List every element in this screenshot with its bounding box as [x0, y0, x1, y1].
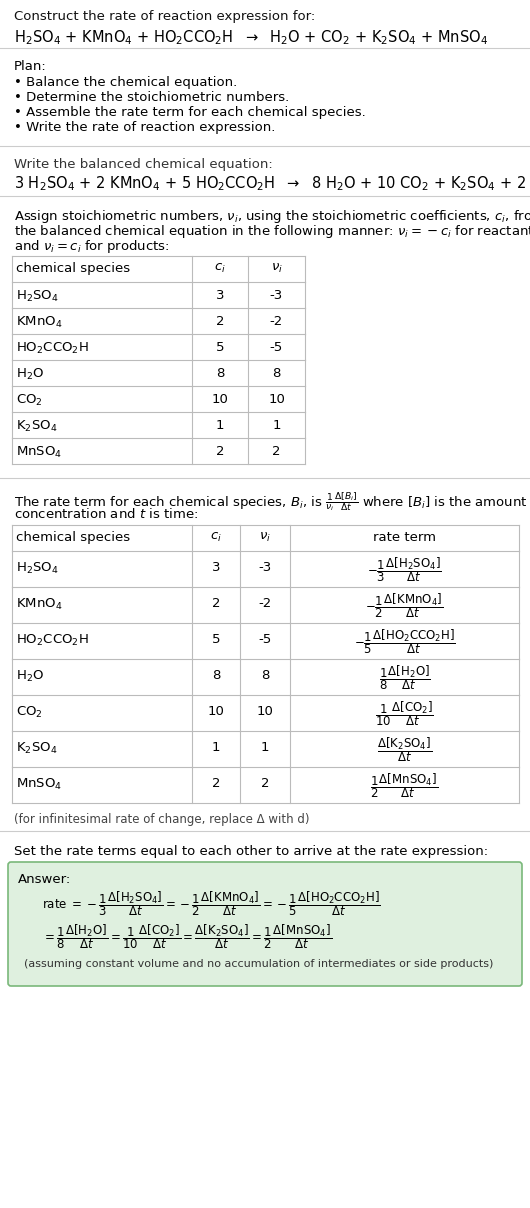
Text: 1: 1: [261, 741, 269, 754]
Text: $-\dfrac{1}{5}\dfrac{\Delta[\mathrm{HO_2CCO_2H}]}{\Delta t}$: $-\dfrac{1}{5}\dfrac{\Delta[\mathrm{HO_2…: [354, 627, 455, 656]
Text: Construct the rate of reaction expression for:: Construct the rate of reaction expressio…: [14, 10, 315, 23]
Text: 3: 3: [216, 289, 224, 302]
Text: 5: 5: [212, 633, 220, 646]
Text: 2: 2: [212, 777, 220, 790]
Text: $c_i$: $c_i$: [210, 532, 222, 544]
Text: Answer:: Answer:: [18, 873, 71, 885]
FancyBboxPatch shape: [8, 863, 522, 986]
Text: 2: 2: [216, 315, 224, 329]
Text: $\dfrac{1}{10}\dfrac{\Delta[\mathrm{CO_2}]}{\Delta t}$: $\dfrac{1}{10}\dfrac{\Delta[\mathrm{CO_2…: [375, 699, 434, 727]
Text: -5: -5: [270, 341, 283, 354]
Text: $\mathregular{H_2O}$: $\mathregular{H_2O}$: [16, 669, 44, 684]
Text: 8: 8: [272, 367, 281, 381]
Text: $\mathregular{K_2SO_4}$: $\mathregular{K_2SO_4}$: [16, 419, 57, 434]
Text: (for infinitesimal rate of change, replace Δ with d): (for infinitesimal rate of change, repla…: [14, 813, 310, 826]
Text: 3: 3: [212, 561, 220, 574]
Text: Set the rate terms equal to each other to arrive at the rate expression:: Set the rate terms equal to each other t…: [14, 846, 488, 858]
Text: 8: 8: [216, 367, 224, 381]
Text: $-\dfrac{1}{3}\dfrac{\Delta[\mathrm{H_2SO_4}]}{\Delta t}$: $-\dfrac{1}{3}\dfrac{\Delta[\mathrm{H_2S…: [367, 554, 442, 583]
Text: 2: 2: [216, 445, 224, 458]
Text: 10: 10: [268, 393, 285, 406]
Text: chemical species: chemical species: [16, 532, 130, 544]
Text: 5: 5: [216, 341, 224, 354]
Text: $\mathregular{CO_2}$: $\mathregular{CO_2}$: [16, 393, 43, 408]
Text: $\dfrac{\Delta[\mathrm{K_2SO_4}]}{\Delta t}$: $\dfrac{\Delta[\mathrm{K_2SO_4}]}{\Delta…: [377, 734, 432, 763]
Text: • Balance the chemical equation.: • Balance the chemical equation.: [14, 76, 237, 89]
Text: -5: -5: [259, 633, 271, 646]
Text: -3: -3: [259, 561, 271, 574]
Text: $\mathregular{H_2SO_4}$: $\mathregular{H_2SO_4}$: [16, 561, 59, 576]
Text: 10: 10: [208, 705, 224, 718]
Text: Plan:: Plan:: [14, 60, 47, 72]
Text: 10: 10: [211, 393, 228, 406]
Text: 2: 2: [261, 777, 269, 790]
Text: rate $= -\dfrac{1}{3}\dfrac{\Delta[\mathrm{H_2SO_4}]}{\Delta t} = -\dfrac{1}{2}\: rate $= -\dfrac{1}{3}\dfrac{\Delta[\math…: [42, 889, 381, 918]
Text: 1: 1: [212, 741, 220, 754]
Text: 1: 1: [216, 419, 224, 432]
Text: $\mathregular{H_2SO_4}$ + $\mathregular{KMnO_4}$ + $\mathregular{HO_2CCO_2H}$  $: $\mathregular{H_2SO_4}$ + $\mathregular{…: [14, 28, 488, 47]
Text: the balanced chemical equation in the following manner: $\nu_i = -c_i$ for react: the balanced chemical equation in the fo…: [14, 223, 530, 240]
Text: 2: 2: [272, 445, 281, 458]
Text: $\mathregular{KMnO_4}$: $\mathregular{KMnO_4}$: [16, 315, 63, 330]
Text: 2: 2: [212, 597, 220, 610]
Text: $\mathregular{HO_2CCO_2H}$: $\mathregular{HO_2CCO_2H}$: [16, 341, 89, 356]
Text: 8: 8: [261, 669, 269, 683]
Text: $\dfrac{1}{8}\dfrac{\Delta[\mathrm{H_2O}]}{\Delta t}$: $\dfrac{1}{8}\dfrac{\Delta[\mathrm{H_2O}…: [378, 663, 430, 692]
Text: 10: 10: [257, 705, 273, 718]
Text: $\dfrac{1}{2}\dfrac{\Delta[\mathrm{MnSO_4}]}{\Delta t}$: $\dfrac{1}{2}\dfrac{\Delta[\mathrm{MnSO_…: [370, 771, 439, 800]
Text: (assuming constant volume and no accumulation of intermediates or side products): (assuming constant volume and no accumul…: [24, 959, 493, 969]
Text: $\mathregular{HO_2CCO_2H}$: $\mathregular{HO_2CCO_2H}$: [16, 633, 89, 649]
Text: • Write the rate of reaction expression.: • Write the rate of reaction expression.: [14, 121, 276, 134]
Text: $= \dfrac{1}{8}\dfrac{\Delta[\mathrm{H_2O}]}{\Delta t} = \dfrac{1}{10}\dfrac{\De: $= \dfrac{1}{8}\dfrac{\Delta[\mathrm{H_2…: [42, 922, 332, 951]
Text: $c_i$: $c_i$: [214, 262, 226, 275]
Text: $-\dfrac{1}{2}\dfrac{\Delta[\mathrm{KMnO_4}]}{\Delta t}$: $-\dfrac{1}{2}\dfrac{\Delta[\mathrm{KMnO…: [365, 591, 444, 620]
Text: $\mathregular{H_2SO_4}$: $\mathregular{H_2SO_4}$: [16, 289, 59, 304]
Text: 3 $\mathregular{H_2SO_4}$ + 2 $\mathregular{KMnO_4}$ + 5 $\mathregular{HO_2CCO_2: 3 $\mathregular{H_2SO_4}$ + 2 $\mathregu…: [14, 174, 530, 193]
Text: -2: -2: [270, 315, 283, 329]
Text: 1: 1: [272, 419, 281, 432]
Text: concentration and $t$ is time:: concentration and $t$ is time:: [14, 507, 198, 521]
Text: -2: -2: [259, 597, 271, 610]
Text: $\mathregular{H_2O}$: $\mathregular{H_2O}$: [16, 367, 44, 382]
Text: Assign stoichiometric numbers, $\nu_i$, using the stoichiometric coefficients, $: Assign stoichiometric numbers, $\nu_i$, …: [14, 208, 530, 225]
Text: • Assemble the rate term for each chemical species.: • Assemble the rate term for each chemic…: [14, 106, 366, 120]
Text: $\nu_i$: $\nu_i$: [270, 262, 282, 275]
Text: $\mathregular{MnSO_4}$: $\mathregular{MnSO_4}$: [16, 777, 62, 792]
Text: $\mathregular{KMnO_4}$: $\mathregular{KMnO_4}$: [16, 597, 63, 612]
Text: Write the balanced chemical equation:: Write the balanced chemical equation:: [14, 158, 273, 172]
Text: $\mathregular{K_2SO_4}$: $\mathregular{K_2SO_4}$: [16, 741, 57, 756]
Text: rate term: rate term: [373, 532, 436, 544]
Text: $\mathregular{CO_2}$: $\mathregular{CO_2}$: [16, 705, 43, 720]
Text: $\nu_i$: $\nu_i$: [259, 532, 271, 544]
Text: chemical species: chemical species: [16, 262, 130, 275]
Text: The rate term for each chemical species, $B_i$, is $\frac{1}{\nu_i}\frac{\Delta[: The rate term for each chemical species,…: [14, 490, 527, 513]
Text: and $\nu_i = c_i$ for products:: and $\nu_i = c_i$ for products:: [14, 238, 170, 255]
Text: 8: 8: [212, 669, 220, 683]
Text: -3: -3: [270, 289, 283, 302]
Text: $\mathregular{MnSO_4}$: $\mathregular{MnSO_4}$: [16, 445, 62, 460]
Text: • Determine the stoichiometric numbers.: • Determine the stoichiometric numbers.: [14, 91, 289, 104]
